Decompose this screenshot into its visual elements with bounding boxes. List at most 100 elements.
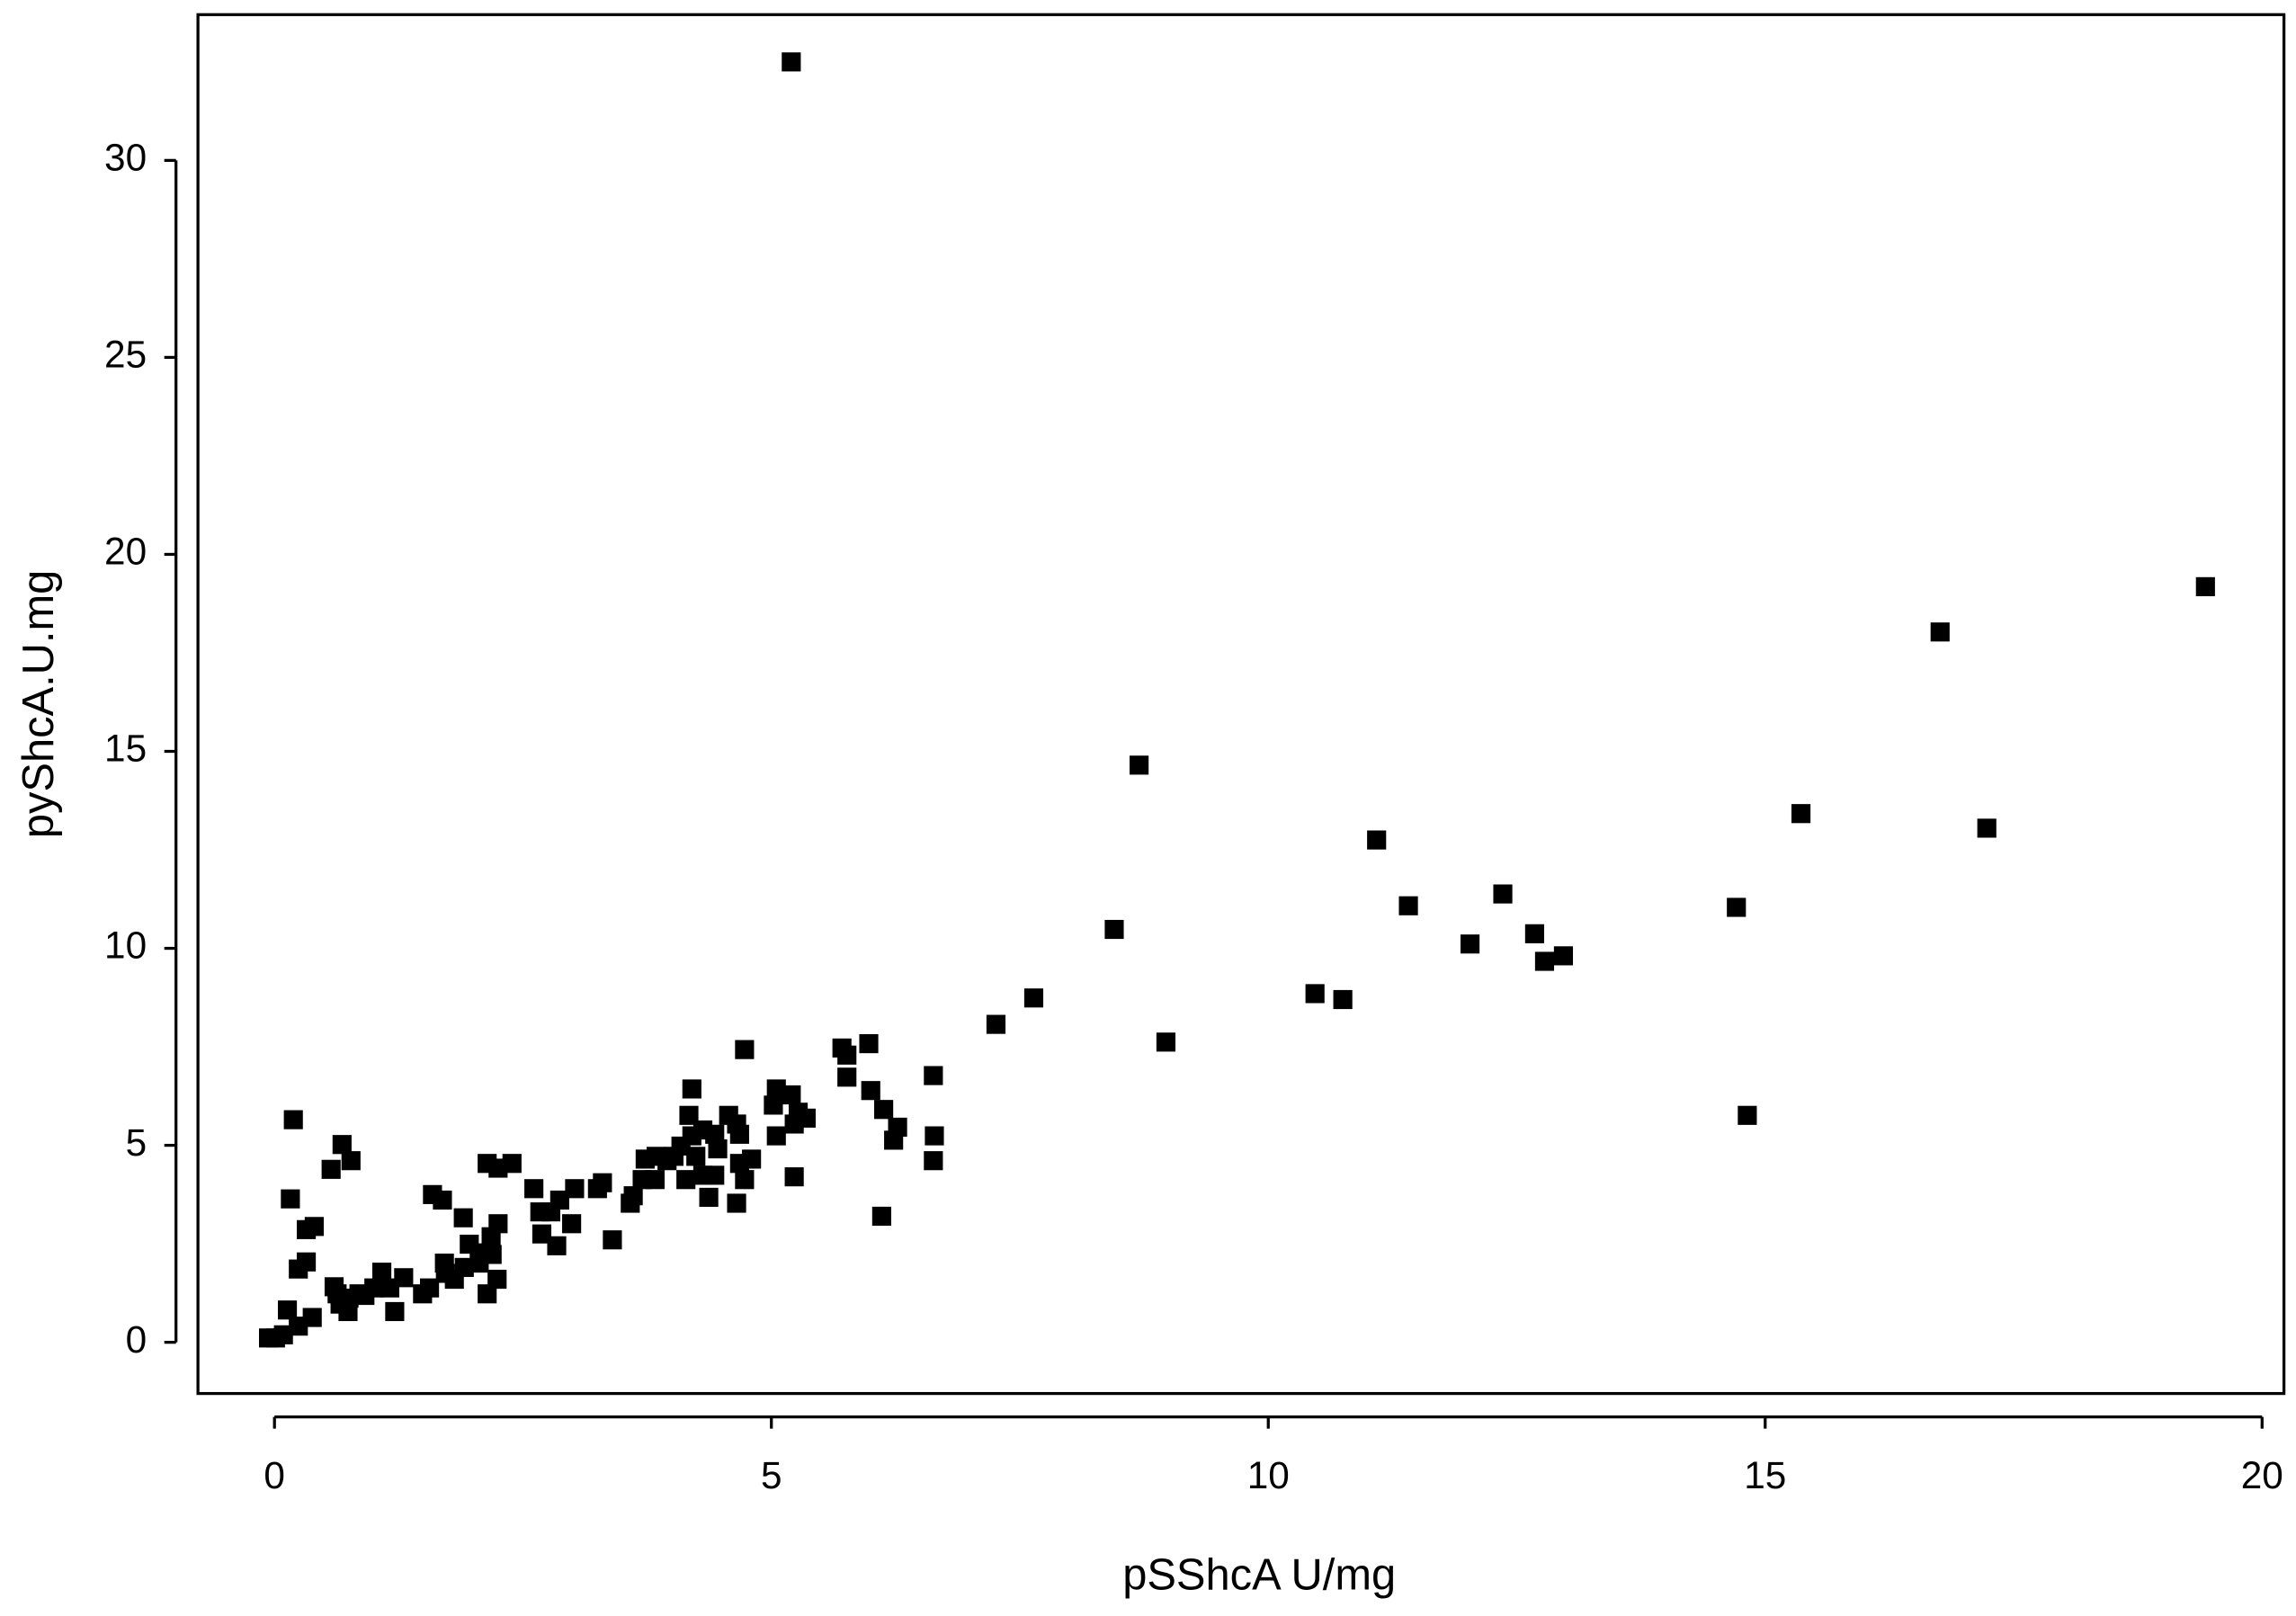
point (1524, 924, 1544, 943)
point (782, 1085, 801, 1105)
point (686, 1147, 706, 1166)
point (986, 1014, 1006, 1034)
point (453, 1208, 473, 1228)
point (1460, 934, 1480, 954)
point (1534, 951, 1555, 971)
point (871, 1206, 891, 1227)
point (478, 1284, 497, 1304)
point (782, 52, 801, 72)
point (304, 1217, 324, 1237)
point (861, 1081, 880, 1101)
point (924, 1151, 943, 1171)
point (487, 1269, 507, 1290)
y-tick-label: 0 (126, 1318, 147, 1361)
point (1930, 622, 1950, 642)
point (2195, 576, 2215, 596)
point (1156, 1032, 1176, 1052)
point (1727, 897, 1747, 917)
point (632, 1170, 652, 1190)
point (444, 1269, 464, 1290)
point (705, 1165, 725, 1185)
point (727, 1193, 746, 1213)
point (621, 1193, 640, 1213)
point (587, 1179, 607, 1199)
point (481, 1227, 501, 1246)
point (682, 1079, 701, 1099)
point (708, 1138, 728, 1159)
point (603, 1230, 622, 1250)
point (679, 1105, 699, 1125)
point (321, 1159, 341, 1179)
x-tick-label: 20 (2241, 1454, 2283, 1496)
point (277, 1300, 298, 1320)
point (530, 1202, 549, 1222)
y-axis-title: pyShcA.U.mg (14, 570, 63, 839)
point (699, 1187, 719, 1207)
point (1333, 989, 1353, 1010)
point (837, 1045, 857, 1065)
point (1398, 896, 1418, 915)
point (281, 1189, 300, 1209)
point (1305, 984, 1325, 1004)
point (1553, 946, 1574, 966)
y-tick-label: 30 (104, 137, 147, 179)
point (635, 1149, 655, 1169)
point (413, 1284, 433, 1304)
point (1104, 919, 1124, 940)
point (764, 1095, 783, 1115)
plot-frame (196, 13, 2286, 1396)
point (1738, 1105, 1757, 1125)
point (735, 1040, 755, 1059)
point (705, 1124, 725, 1144)
point (341, 1151, 361, 1171)
x-axis-title: pSShcA U/mg (1122, 1551, 1396, 1600)
point (784, 1114, 804, 1134)
point (433, 1190, 452, 1210)
point (371, 1263, 392, 1282)
point (283, 1110, 303, 1129)
point (532, 1224, 552, 1244)
point (874, 1100, 894, 1120)
point (385, 1301, 405, 1322)
point (924, 1066, 943, 1085)
point (784, 1167, 804, 1187)
point (1130, 755, 1149, 775)
point (380, 1278, 399, 1298)
point (859, 1033, 879, 1054)
point (735, 1170, 755, 1190)
point (289, 1317, 308, 1336)
point (837, 1067, 857, 1087)
point (729, 1124, 749, 1144)
point (562, 1214, 582, 1234)
point (478, 1154, 497, 1174)
point (547, 1236, 567, 1255)
point (330, 1294, 350, 1314)
x-tick-label: 0 (264, 1454, 285, 1496)
point (324, 1277, 344, 1297)
point (258, 1328, 279, 1348)
y-tick-label: 25 (104, 334, 147, 376)
point (1367, 830, 1387, 850)
point (332, 1135, 352, 1155)
point (925, 1126, 944, 1146)
point (766, 1079, 786, 1099)
point (565, 1179, 585, 1199)
point (460, 1234, 479, 1254)
point (676, 1170, 696, 1190)
y-tick-label: 5 (126, 1121, 147, 1164)
x-tick-label: 10 (1247, 1454, 1290, 1496)
point (729, 1154, 749, 1174)
point (1977, 818, 1997, 838)
point (1493, 884, 1513, 904)
point (469, 1253, 489, 1273)
x-tick-label: 5 (761, 1454, 782, 1496)
point (524, 1179, 544, 1199)
y-tick-label: 10 (104, 924, 147, 967)
x-tick-label: 15 (1744, 1454, 1786, 1496)
point (1023, 988, 1044, 1008)
point (1791, 804, 1811, 824)
point (289, 1259, 308, 1279)
y-tick-label: 15 (104, 728, 147, 770)
